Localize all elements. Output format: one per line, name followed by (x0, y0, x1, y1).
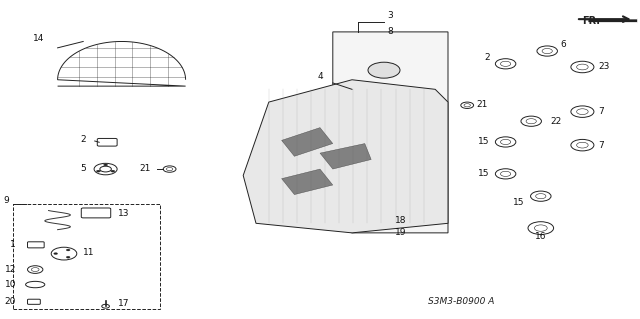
Circle shape (392, 192, 415, 204)
PathPatch shape (333, 32, 448, 233)
Text: 9: 9 (4, 197, 10, 205)
Polygon shape (282, 128, 333, 156)
Text: 2: 2 (81, 135, 86, 144)
Circle shape (368, 62, 400, 78)
Text: 14: 14 (33, 34, 45, 43)
Text: 15: 15 (513, 198, 525, 207)
Text: FR.: FR. (582, 16, 600, 26)
Text: 11: 11 (83, 248, 95, 257)
Text: 1: 1 (10, 241, 16, 249)
Text: 2: 2 (484, 53, 490, 62)
Circle shape (111, 170, 115, 172)
Text: 3: 3 (388, 11, 393, 20)
Text: S3M3-B0900 A: S3M3-B0900 A (428, 297, 494, 306)
Circle shape (368, 171, 400, 187)
Text: 20: 20 (4, 297, 16, 306)
Bar (368, 153, 403, 166)
Text: 6: 6 (560, 40, 566, 49)
Text: 21: 21 (477, 100, 488, 109)
Text: 21: 21 (139, 164, 150, 173)
Polygon shape (320, 144, 371, 169)
Circle shape (389, 105, 417, 119)
Text: 23: 23 (598, 63, 610, 71)
Text: 12: 12 (4, 265, 16, 274)
Text: 15: 15 (478, 169, 490, 178)
Text: 15: 15 (478, 137, 490, 146)
Circle shape (392, 138, 415, 149)
Circle shape (67, 256, 70, 258)
Polygon shape (282, 169, 333, 195)
Text: 7: 7 (598, 141, 604, 150)
Circle shape (97, 170, 100, 172)
Text: 19: 19 (395, 228, 406, 237)
Text: 7: 7 (598, 107, 604, 116)
Text: 22: 22 (550, 117, 562, 126)
Text: 10: 10 (4, 280, 16, 289)
Text: 17: 17 (118, 299, 130, 308)
Bar (13, 204, 160, 309)
Text: 4: 4 (317, 72, 323, 81)
Polygon shape (243, 80, 448, 233)
Circle shape (67, 249, 70, 251)
Text: 8: 8 (388, 27, 393, 36)
Text: 16: 16 (535, 232, 547, 241)
Text: 5: 5 (81, 164, 86, 173)
Text: 18: 18 (395, 216, 406, 225)
Circle shape (104, 164, 108, 166)
Circle shape (54, 253, 58, 255)
Text: 13: 13 (118, 209, 130, 218)
